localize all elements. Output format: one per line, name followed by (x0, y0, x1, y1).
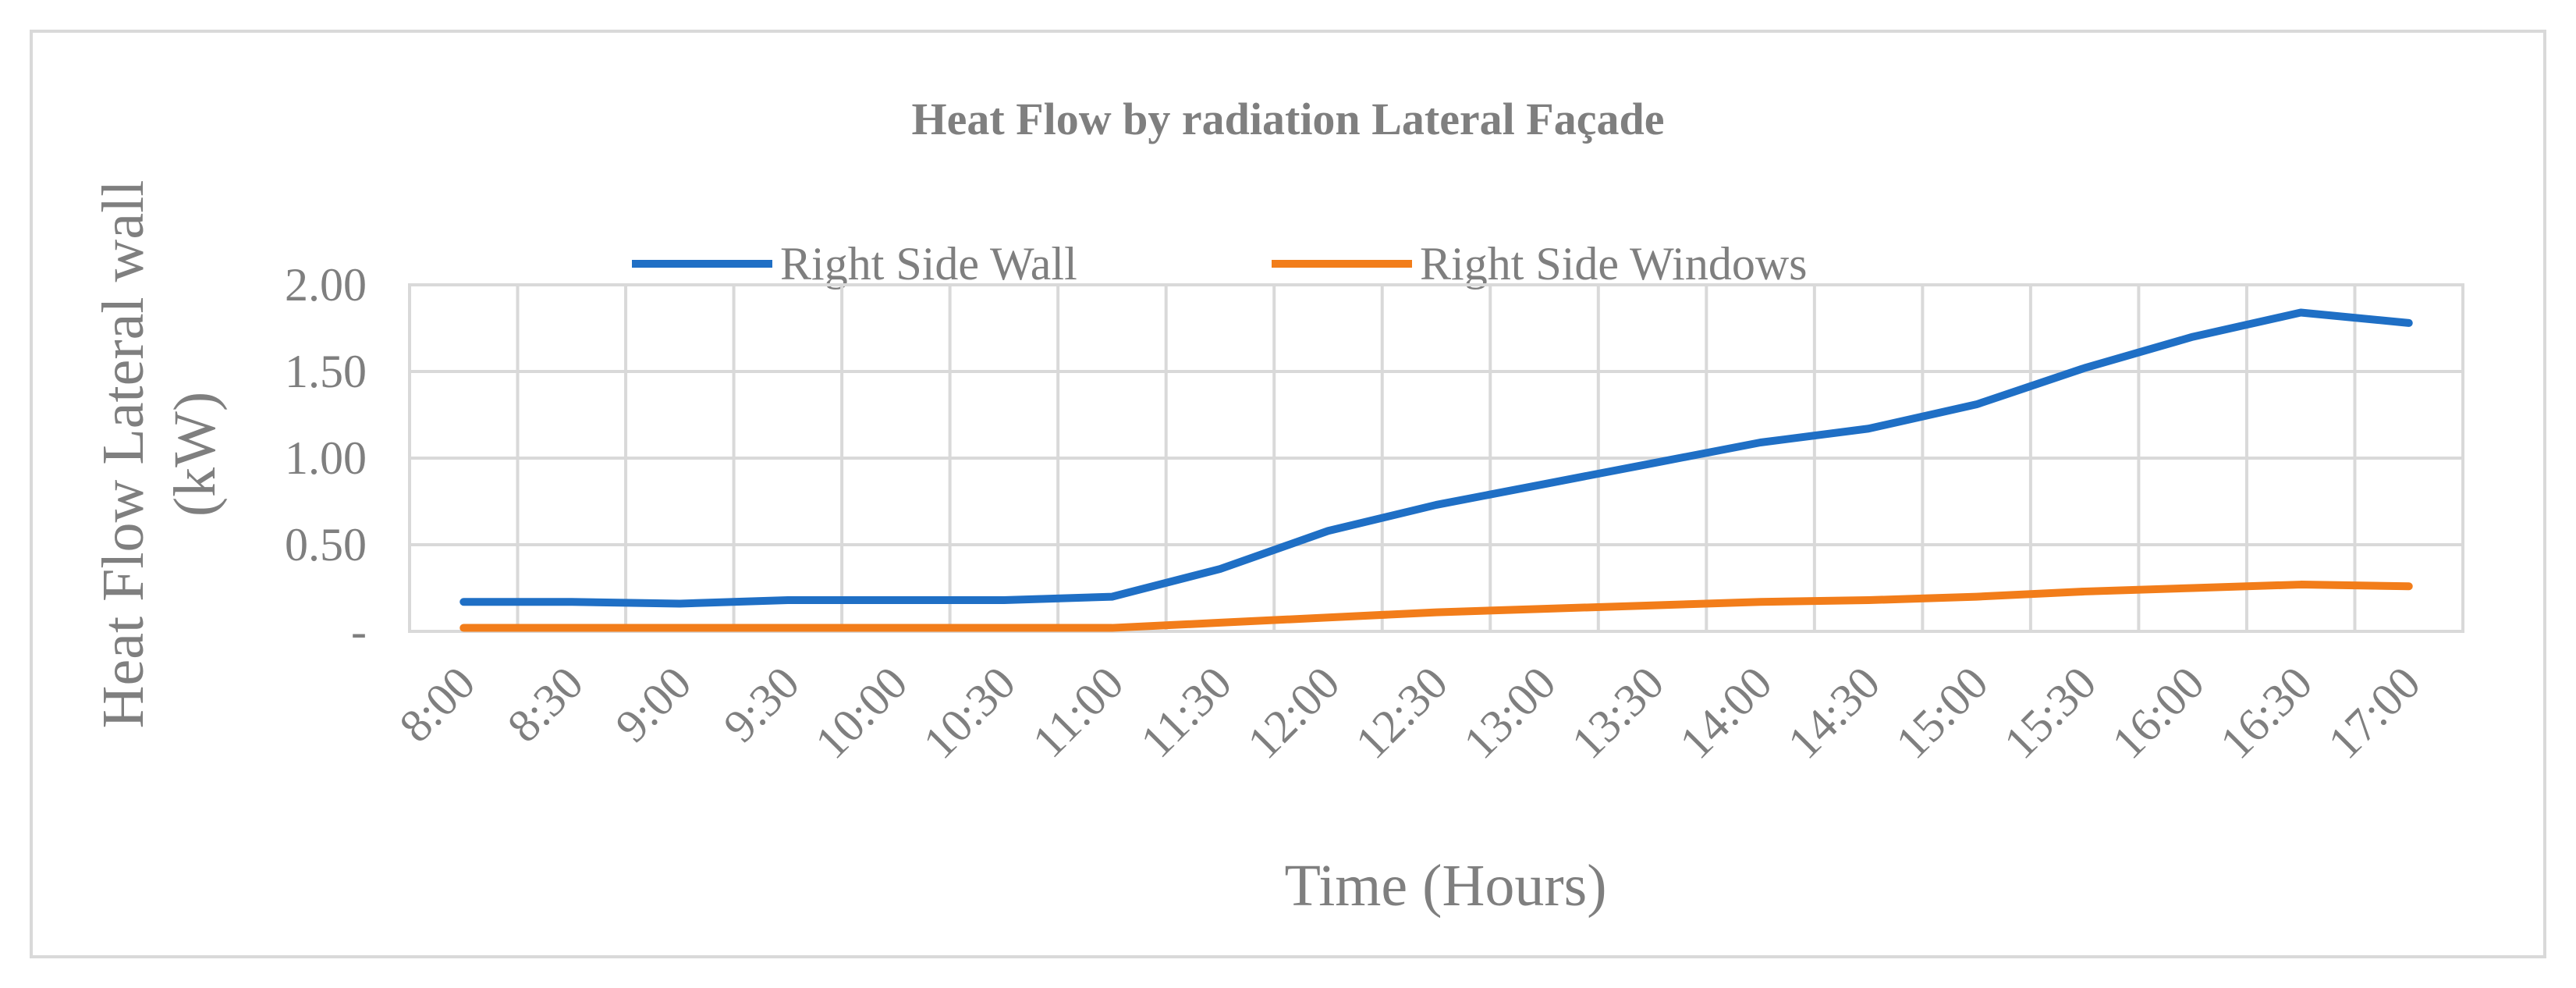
y-axis-label-unit: (kW) (162, 392, 228, 517)
chart-outer-border (30, 30, 2546, 958)
series-line-wall (459, 308, 2413, 608)
y-tick-label: - (351, 606, 367, 657)
legend-label-windows: Right Side Windows (1420, 238, 1808, 290)
y-tick-label: 2.00 (285, 259, 367, 311)
y-tick-label: 1.00 (285, 432, 367, 484)
chart-title: Heat Flow by radiation Lateral Façade (912, 94, 1665, 144)
y-tick-label: 1.50 (285, 346, 367, 397)
plot-area-border (408, 283, 2464, 633)
y-tick-label: 0.50 (285, 519, 367, 570)
y-axis-label: Heat Flow Lateral wall (90, 180, 156, 729)
series-layer (459, 308, 2413, 632)
y-axis-ticks: - 0.50 1.00 1.50 2.00 (285, 259, 367, 657)
legend-label-wall: Right Side Wall (780, 238, 1077, 290)
x-axis-label: Time (Hours) (1284, 853, 1606, 919)
series-line-windows (459, 581, 2413, 632)
legend: Right Side Wall Right Side Windows (632, 238, 1808, 290)
